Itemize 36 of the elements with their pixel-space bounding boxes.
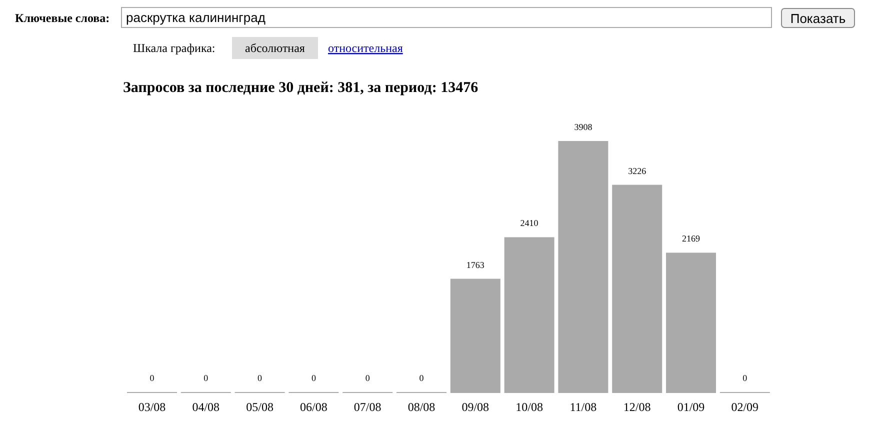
bar bbox=[666, 252, 716, 392]
data-label: 2410 bbox=[520, 218, 539, 228]
x-tick-label: 02/09 bbox=[731, 400, 759, 414]
x-tick-label: 09/08 bbox=[462, 400, 490, 414]
x-tick-label: 12/08 bbox=[623, 400, 651, 414]
bar bbox=[450, 278, 500, 392]
scale-toggle: абсолютная bbox=[232, 37, 318, 59]
text: Шкала графика: bbox=[133, 41, 216, 55]
x-tick-label: 04/08 bbox=[192, 400, 220, 414]
x-tick-label: 08/08 bbox=[408, 400, 436, 414]
data-label: 1763 bbox=[466, 260, 485, 270]
chart-title: Запросов за последние 30 дней: 381, за период: 13476 bbox=[123, 80, 479, 96]
data-label: 0 bbox=[365, 373, 370, 383]
data-label: 0 bbox=[204, 373, 209, 383]
x-tick-label: 10/08 bbox=[516, 400, 543, 414]
bar bbox=[504, 237, 554, 392]
x-tick-label: 07/08 bbox=[354, 400, 382, 414]
search-field: раскрутка калининград bbox=[121, 7, 772, 28]
data-label: 0 bbox=[419, 373, 424, 383]
show-button: Показать bbox=[781, 8, 855, 28]
x-tick-label: 03/08 bbox=[138, 400, 166, 414]
data-label: 0 bbox=[258, 373, 263, 383]
data-label: 2169 bbox=[682, 234, 700, 244]
data-label: 0 bbox=[311, 373, 316, 383]
data-label: 3226 bbox=[628, 166, 647, 176]
data-label: 0 bbox=[150, 373, 155, 383]
data-label: 3908 bbox=[574, 122, 593, 132]
bar bbox=[612, 184, 662, 392]
text: Ключевые слова: bbox=[15, 11, 110, 25]
data-label: 0 bbox=[742, 373, 748, 383]
x-tick-label: 11/08 bbox=[570, 400, 597, 414]
bar bbox=[558, 141, 608, 392]
x-tick-label: 06/08 bbox=[300, 400, 328, 414]
x-tick-label: 01/09 bbox=[677, 400, 705, 414]
x-tick-label: 05/08 bbox=[246, 400, 274, 414]
text: относительная bbox=[328, 41, 404, 55]
